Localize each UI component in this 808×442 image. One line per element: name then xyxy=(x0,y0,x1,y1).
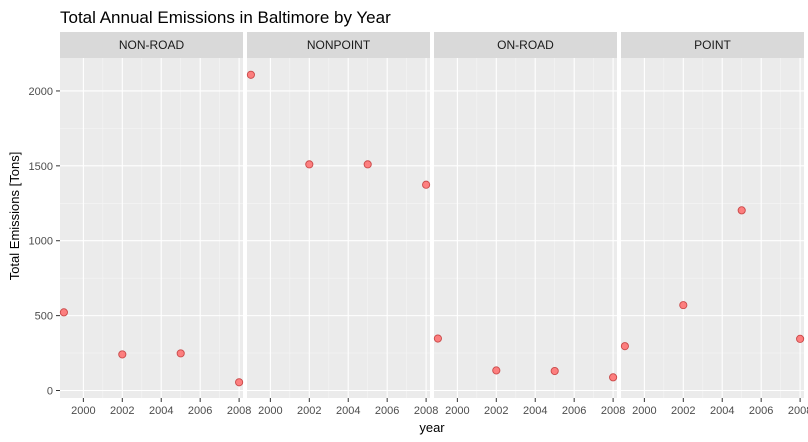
x-tick-label: 2008 xyxy=(601,405,625,417)
x-tick-label: 2008 xyxy=(788,405,808,417)
data-point xyxy=(609,373,618,382)
facet-panel-on-road: ON-ROAD 2000 2002 2004 2006 2008 xyxy=(433,32,625,417)
x-tick-label: 2006 xyxy=(749,405,773,417)
x-tick-label: 2006 xyxy=(562,405,586,417)
facet-panels: 0 500 1000 1500 2000 NON-ROAD 2000 2002 2004 2006… xyxy=(29,32,808,417)
data-point xyxy=(235,378,244,387)
panel-background xyxy=(60,58,243,398)
x-tick-label: 2004 xyxy=(149,405,173,417)
x-tick-label: 2002 xyxy=(671,405,695,417)
facet-strip-label: POINT xyxy=(694,38,731,52)
x-tick-label: 2008 xyxy=(414,405,438,417)
y-tick-label: 500 xyxy=(35,311,53,323)
data-point xyxy=(433,334,442,343)
x-tick-label: 2006 xyxy=(375,405,399,417)
facet-strip xyxy=(434,32,617,58)
facet-panel-nonpoint: NONPOINT 2000 2002 2004 2006 2008 xyxy=(246,32,438,417)
x-tick-label: 2000 xyxy=(445,405,469,417)
x-tick-label: 2000 xyxy=(71,405,95,417)
x-tick-label: 2006 xyxy=(188,405,212,417)
y-axis-title: Total Emissions [Tons] xyxy=(7,152,22,281)
x-tick-label: 2008 xyxy=(227,405,251,417)
facet-strip xyxy=(60,32,243,58)
panel-background xyxy=(247,58,430,398)
panel-background xyxy=(434,58,617,398)
data-point xyxy=(176,349,185,358)
y-tick-label: 2000 xyxy=(29,86,53,98)
x-tick-label: 2002 xyxy=(297,405,321,417)
y-tick-label: 1000 xyxy=(29,236,53,248)
facet-strip xyxy=(621,32,804,58)
facet-panel-point: POINT 2000 2002 2004 2006 2008 xyxy=(620,32,808,417)
facet-strip-label: NON-ROAD xyxy=(119,38,185,52)
data-point xyxy=(492,366,501,375)
facet-panel-non-road: NON-ROAD 2000 2002 2004 2006 2008 xyxy=(59,32,251,417)
facet-strip xyxy=(247,32,430,58)
x-tick-label: 2002 xyxy=(484,405,508,417)
data-point xyxy=(118,350,127,359)
panel-background xyxy=(621,58,804,398)
facet-strip-label: ON-ROAD xyxy=(497,38,554,52)
data-point xyxy=(620,342,629,351)
data-point xyxy=(246,70,255,79)
data-point xyxy=(305,160,314,169)
facet-strip-label: NONPOINT xyxy=(307,38,371,52)
data-point xyxy=(550,366,559,376)
data-point xyxy=(737,206,746,215)
x-tick-label: 2004 xyxy=(710,405,734,417)
data-point xyxy=(679,301,688,310)
data-point xyxy=(796,334,805,343)
data-point xyxy=(363,160,372,169)
x-tick-label: 2002 xyxy=(110,405,134,417)
x-axis-title: year xyxy=(419,420,445,435)
x-tick-label: 2000 xyxy=(632,405,656,417)
x-tick-label: 2004 xyxy=(523,405,547,417)
x-tick-label: 2000 xyxy=(258,405,282,417)
y-tick-label: 1500 xyxy=(29,161,53,173)
x-tick-label: 2004 xyxy=(336,405,360,417)
data-point xyxy=(422,180,431,189)
y-tick-label: 0 xyxy=(47,386,53,398)
data-point xyxy=(59,308,68,317)
chart-title: Total Annual Emissions in Baltimore by Y… xyxy=(60,8,391,27)
